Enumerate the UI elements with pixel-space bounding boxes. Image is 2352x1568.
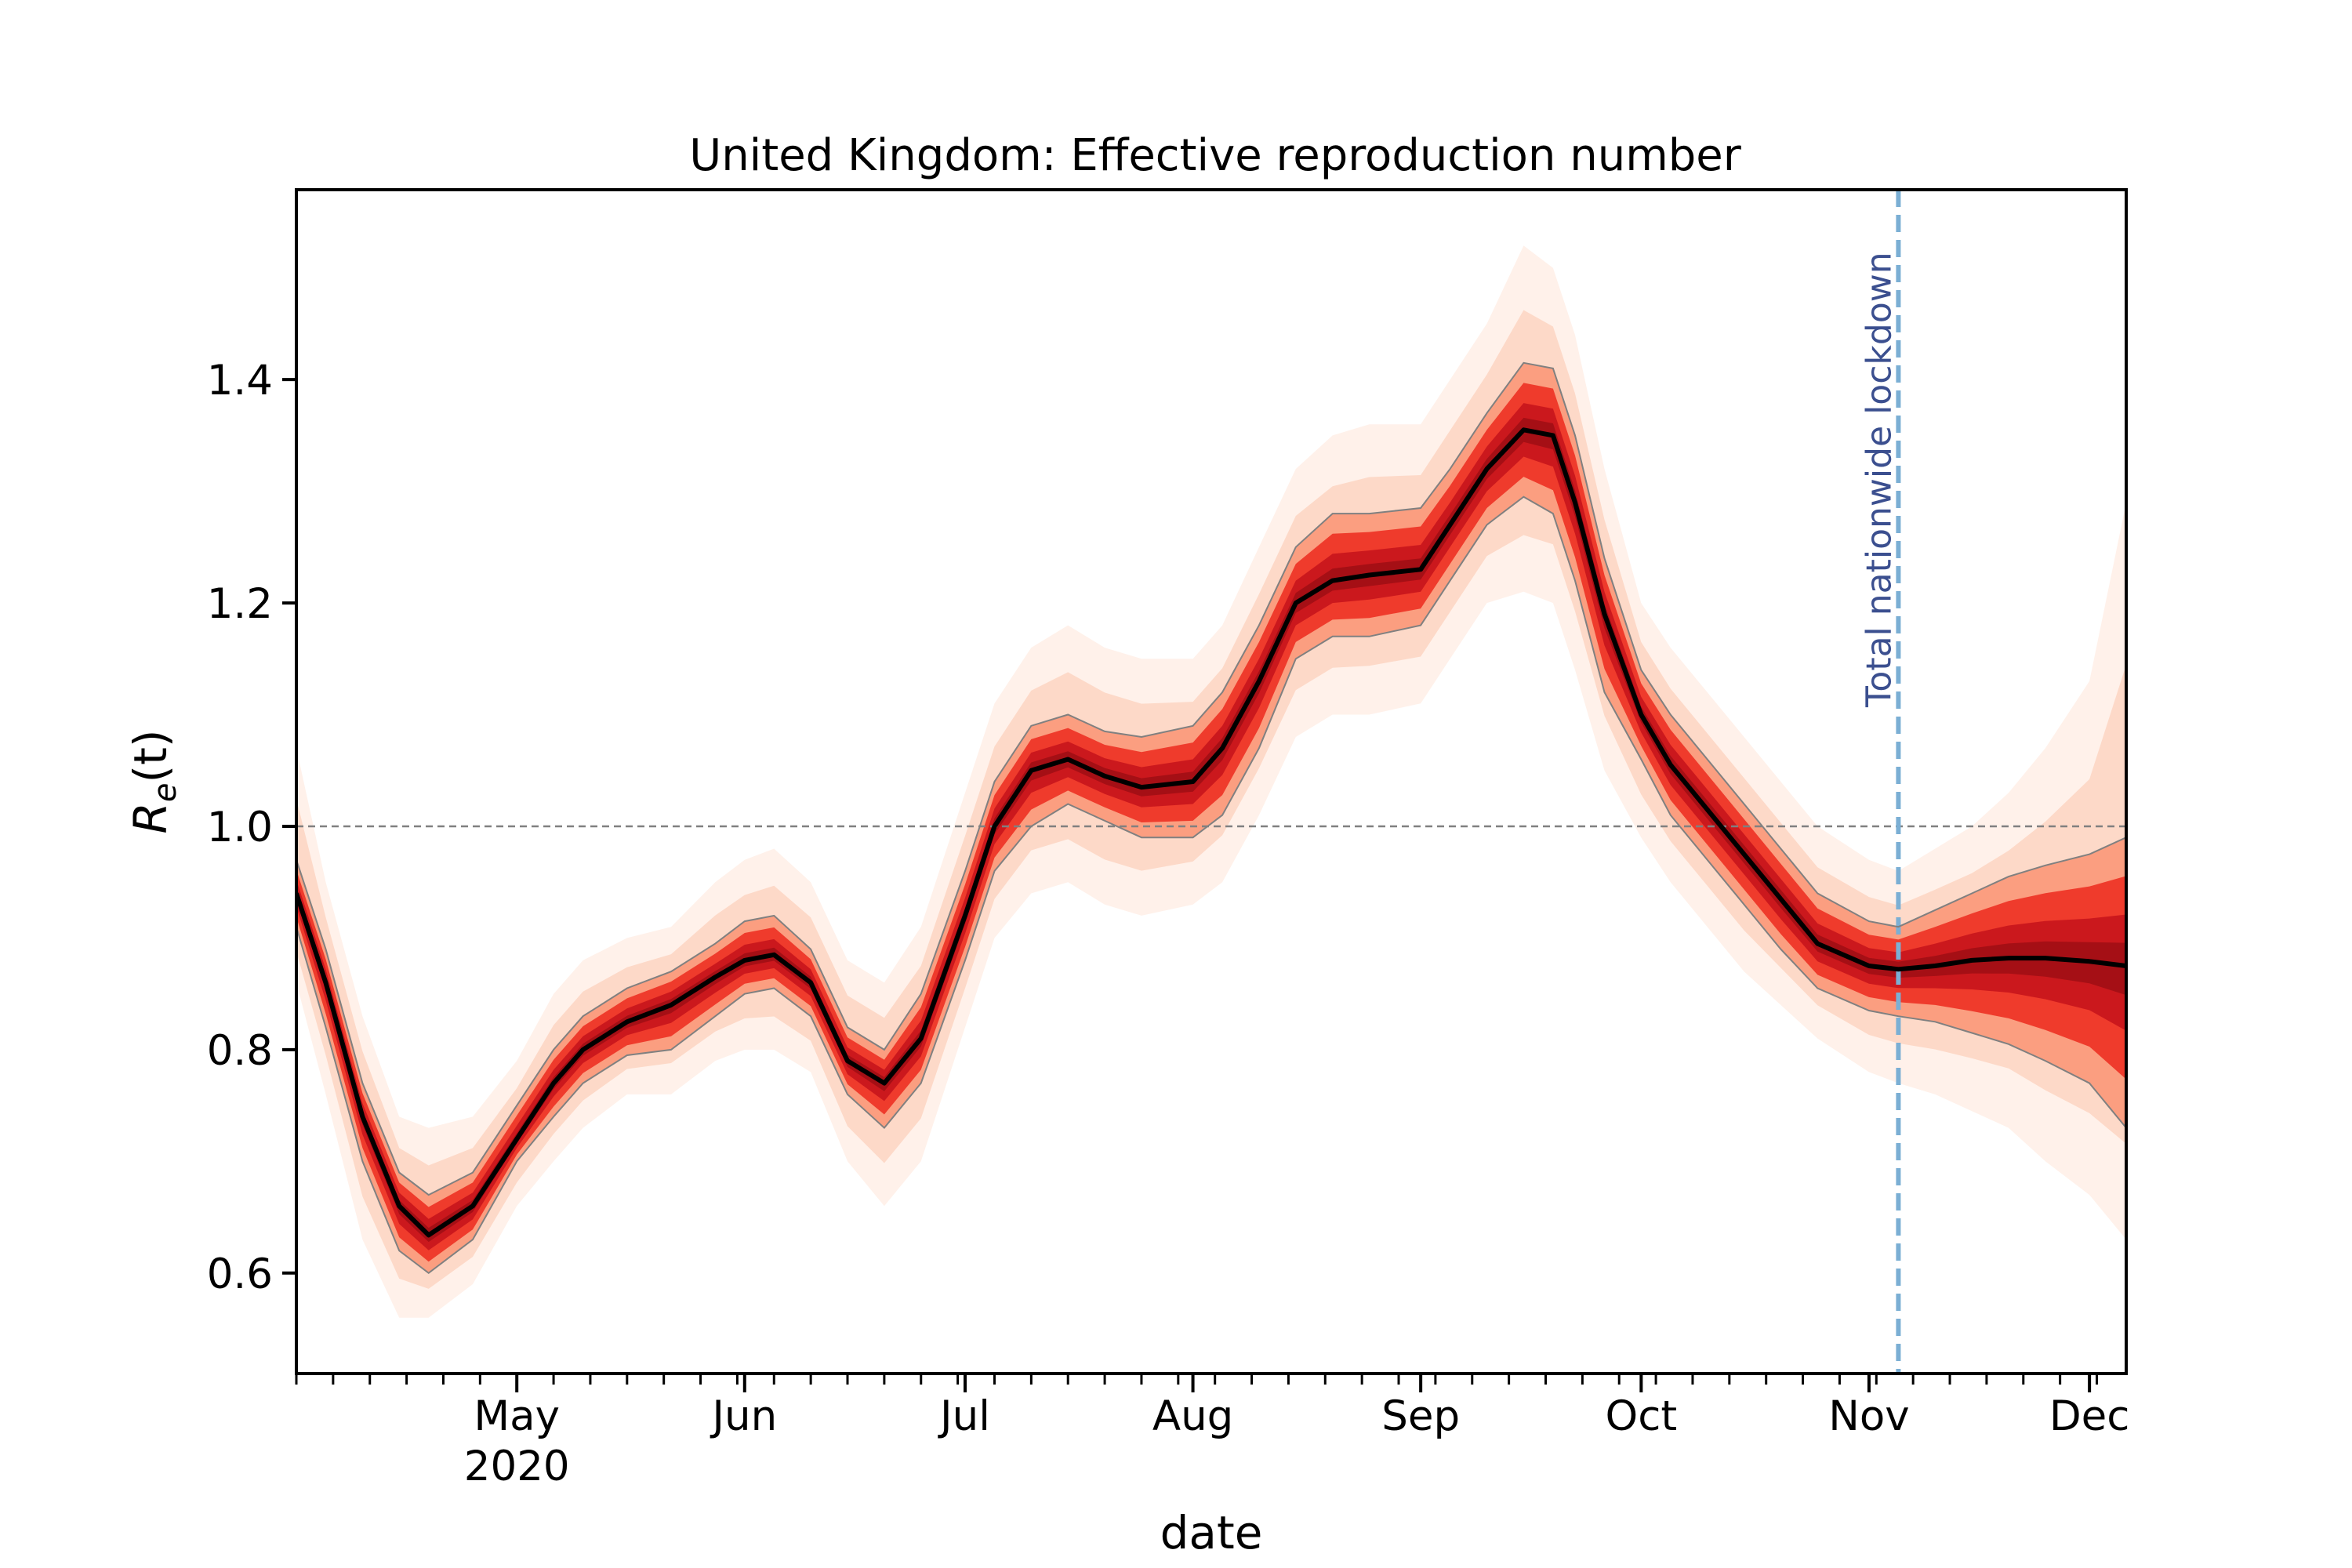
x-tick-label-7: Dec	[2049, 1392, 2130, 1440]
x-tick-label-2: Jul	[938, 1392, 990, 1440]
y-axis: 0.6 0.8 1.0 1.2 1.4	[207, 357, 296, 1298]
y-tick-label-1: 0.8	[207, 1027, 273, 1075]
chart-title: United Kingdom: Effective reproduction n…	[689, 130, 1742, 181]
x-tick-label-1: Jun	[710, 1392, 777, 1440]
x-axis-title: date	[1160, 1506, 1263, 1559]
x-tick-label-5: Oct	[1606, 1392, 1678, 1440]
series-lines	[296, 361, 2126, 1275]
uncertainty-bands	[296, 245, 2126, 1318]
median-line	[296, 427, 2126, 1238]
ci-lower-line	[296, 495, 2126, 1275]
plot-frame	[295, 188, 2128, 1375]
y-tick-label-0: 0.6	[207, 1250, 273, 1298]
y-axis-title: Re(t)	[124, 730, 183, 834]
reference-lines: Total nationwide lockdown	[296, 190, 2126, 1374]
x-tick-label-4: Sep	[1381, 1392, 1460, 1440]
y-axis-title-arg: (t)	[124, 730, 177, 783]
x-tick-label-6: Nov	[1828, 1392, 1909, 1440]
x-tick-label-0: May	[474, 1392, 560, 1440]
band-layer-3	[296, 362, 2126, 1273]
y-tick-label-3: 1.2	[207, 580, 273, 628]
band-layer-4	[296, 383, 2126, 1262]
y-tick-label-4: 1.4	[207, 357, 273, 405]
y-axis-title-base: R	[124, 802, 177, 833]
lockdown-label: Total nationwide lockdown	[1859, 252, 1899, 708]
y-tick-label-2: 1.0	[207, 804, 273, 851]
ci-upper-line	[296, 361, 2126, 1196]
x-tick-label-3: Aug	[1152, 1392, 1234, 1440]
x-tick-sublabel-0: 2020	[464, 1443, 570, 1490]
y-axis-title-sub: e	[147, 783, 183, 803]
